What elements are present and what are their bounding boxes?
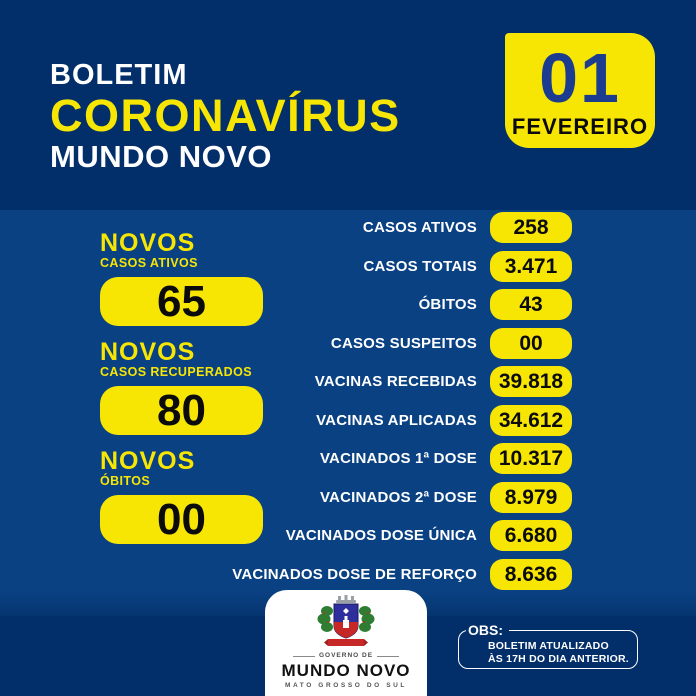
stat-value-box: 8.979 <box>490 481 572 513</box>
city-name: MUNDO NOVO <box>281 661 411 680</box>
stat-value-box: 43 <box>490 289 572 320</box>
date-badge: 01 FEVEREIRO <box>505 33 655 148</box>
new-cases-group: NOVOS CASOS ATIVOS 65 <box>100 231 300 326</box>
stat-value-box: 00 <box>490 327 572 359</box>
observation-title: OBS: <box>466 622 509 639</box>
new-cases-column: NOVOS CASOS ATIVOS 65 NOVOS CASOS RECUPE… <box>100 218 300 558</box>
stat-label: ÓBITOS <box>418 296 477 313</box>
stat-value-box: 8.636 <box>490 558 572 590</box>
totals-column: CASOS ATIVOS 258 CASOS TOTAIS 3.471 ÓBIT… <box>0 212 572 597</box>
stat-value-box: 6.680 <box>490 520 572 551</box>
stat-row: CASOS TOTAIS 3.471 <box>0 250 572 282</box>
date-month: FEVEREIRO <box>511 113 649 139</box>
stat-row: VACINADOS DOSE DE REFORÇO 8.636 <box>0 558 572 590</box>
stat-row: VACINADOS 2ª DOSE 8.979 <box>0 481 572 513</box>
stat-label: CASOS SUSPEITOS <box>330 334 477 352</box>
stat-row: VACINAS RECEBIDAS 39.818 <box>0 366 572 397</box>
observation-note: OBS: BOLETIM ATUALIZADO ÀS 17H DO DIA AN… <box>458 622 638 669</box>
title-coronavirus: CORONAVÍRUS <box>50 90 401 141</box>
stat-label: CASOS TOTAIS <box>363 257 477 275</box>
stat-label: VACINADOS DOSE ÚNICA <box>285 527 477 544</box>
new-cases-value-box: 00 <box>100 495 263 544</box>
new-cases-label-bottom: CASOS ATIVOS <box>100 256 198 270</box>
state-name: MATO GROSSO DO SUL <box>284 682 408 689</box>
stat-value-box: 258 <box>490 212 572 243</box>
new-cases-group: NOVOS CASOS RECUPERADOS 80 <box>100 340 300 435</box>
page-title: BOLETIM CORONAVÍRUS MUNDO NOVO <box>50 58 401 175</box>
stat-row: ÓBITOS 43 <box>0 289 572 320</box>
stat-label: VACINAS RECEBIDAS <box>314 373 477 390</box>
stat-value-box: 3.471 <box>490 250 572 282</box>
new-cases-label-bottom: CASOS RECUPERADOS <box>100 365 252 379</box>
date-day: 01 <box>539 38 621 117</box>
new-cases-label-bottom: ÓBITOS <box>100 474 151 488</box>
new-cases-group: NOVOS ÓBITOS 00 <box>100 449 300 544</box>
new-cases-label-top: NOVOS <box>100 229 196 257</box>
stat-row: VACINADOS 1ª DOSE 10.317 <box>0 443 572 474</box>
stat-value-box: 10.317 <box>490 443 572 474</box>
stat-row: VACINADOS DOSE ÚNICA 6.680 <box>0 520 572 551</box>
new-cases-label-top: NOVOS <box>100 338 196 366</box>
stat-value-box: 39.818 <box>490 366 572 397</box>
new-cases-label-top: NOVOS <box>100 447 196 475</box>
new-cases-value-box: 80 <box>100 386 263 435</box>
stat-value-box: 34.612 <box>490 404 572 436</box>
stat-row: VACINAS APLICADAS 34.612 <box>0 404 572 436</box>
stat-label: VACINAS APLICADAS <box>316 411 477 429</box>
observation-text: BOLETIM ATUALIZADO ÀS 17H DO DIA ANTERIO… <box>459 631 637 665</box>
mundo-novo-coat-of-arms-icon <box>317 595 375 646</box>
stat-label: VACINADOS 2ª DOSE <box>319 488 477 506</box>
stat-label: VACINADOS 1ª DOSE <box>319 450 477 467</box>
government-logo-card: GOVERNO DE MUNDO NOVO MATO GROSSO DO SUL <box>265 590 427 696</box>
stat-row: CASOS ATIVOS 258 <box>0 212 572 243</box>
observation-line1: BOLETIM ATUALIZADO <box>488 640 609 652</box>
stat-label: VACINADOS DOSE DE REFORÇO <box>232 565 477 583</box>
government-of-label: GOVERNO DE <box>289 652 403 660</box>
title-boletim: BOLETIM <box>50 59 188 91</box>
new-cases-value-box: 65 <box>100 277 263 326</box>
title-mundo-novo: MUNDO NOVO <box>50 139 272 174</box>
stat-label: CASOS ATIVOS <box>362 219 477 236</box>
stat-row: CASOS SUSPEITOS 00 <box>0 327 572 359</box>
observation-line2: ÀS 17H DO DIA ANTERIOR. <box>488 652 629 665</box>
